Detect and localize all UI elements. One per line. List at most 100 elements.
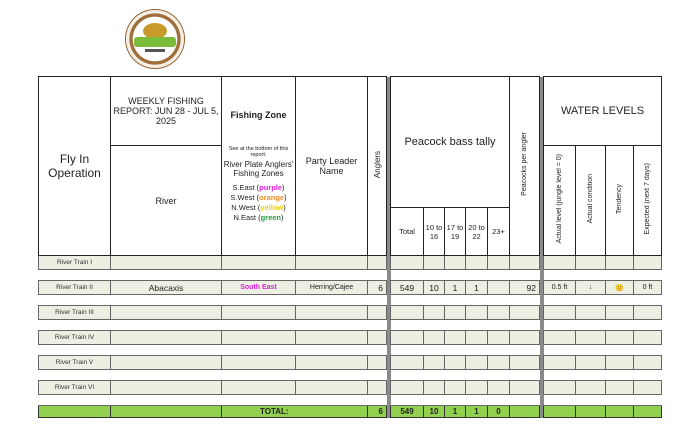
cell-zone: South East	[221, 280, 296, 295]
spacer	[38, 394, 387, 406]
zone-name: S.East	[232, 182, 255, 192]
cell-leader	[295, 380, 368, 395]
zone-color-name: purple	[259, 182, 283, 192]
column-separator	[539, 394, 544, 406]
cell-leader	[295, 355, 368, 370]
cell-zone	[221, 255, 296, 270]
zone-name: S.West	[230, 192, 255, 202]
cell-anglers	[367, 330, 387, 345]
report-title: WEEKLY FISHING REPORT: JUN 28 - JUL 5, 2…	[110, 76, 222, 146]
cell-c4	[487, 355, 510, 370]
column-separator	[539, 294, 544, 306]
total-empty	[543, 405, 576, 418]
total-empty	[605, 405, 634, 418]
table-row: River Train I	[38, 255, 663, 270]
cell-c4	[487, 330, 510, 345]
cell-level	[543, 355, 576, 370]
fishing-zone-title: Fishing Zone	[230, 109, 287, 120]
table-row: River Train IV	[38, 330, 663, 345]
cell-cond	[575, 255, 606, 270]
table-row: River Train V	[38, 355, 663, 370]
cell-level	[543, 255, 576, 270]
total-total: 549	[390, 405, 424, 418]
zone-note: See at the bottom of this report:	[228, 145, 289, 158]
cell-c1: 10	[423, 280, 445, 295]
cell-c1	[423, 255, 445, 270]
column-separator	[386, 294, 391, 306]
cell-op: River Train III	[38, 305, 111, 320]
zone-color-name: orange	[259, 192, 285, 202]
cell-exp	[632, 355, 663, 370]
column-separator	[539, 269, 544, 281]
cell-exp: 0 ft	[632, 280, 663, 295]
column-separator	[386, 319, 391, 331]
cell-zone	[221, 380, 296, 395]
total-10-16: 10	[423, 405, 445, 418]
cell-zone	[221, 355, 296, 370]
zone-color-name: yellow	[260, 202, 284, 212]
total-empty	[110, 405, 222, 418]
cell-zone	[221, 330, 296, 345]
cell-leader	[295, 255, 368, 270]
spacer	[543, 319, 662, 331]
cell-tend: 🙂	[605, 280, 634, 295]
spacer	[38, 369, 387, 381]
table-row: River Train II Abacaxis South East Herring/…	[38, 280, 663, 295]
peacock-tally-header: Peacock bass tally	[390, 76, 510, 208]
total-empty	[632, 405, 663, 418]
total-label: TOTAL:	[221, 405, 368, 418]
water-col-condition: Actual condition	[575, 145, 606, 256]
cell-op: River Train VI	[38, 380, 111, 395]
tally-col-23-plus: 23+	[487, 207, 510, 256]
tally-col-20-22: 20 to 22	[465, 207, 488, 256]
spacer	[543, 369, 662, 381]
cell-c4	[487, 305, 510, 320]
spacer-row	[38, 319, 662, 331]
total-17-19: 1	[444, 405, 466, 418]
cell-cond	[575, 355, 606, 370]
cell-zone	[221, 305, 296, 320]
cell-tend	[605, 380, 634, 395]
cell-cond	[575, 330, 606, 345]
column-separator	[539, 319, 544, 331]
spacer	[38, 344, 387, 356]
cell-c3	[465, 355, 488, 370]
spacer	[543, 394, 662, 406]
zone-legend: S.East (purple) S.West (orange) N.West (ye…	[223, 182, 295, 223]
cell-c3	[465, 305, 488, 320]
spacer	[390, 344, 540, 356]
water-col-expected: Expected (next 7 days)	[632, 145, 663, 256]
water-levels-header: WATER LEVELS	[542, 76, 663, 146]
spacer-row	[38, 269, 662, 281]
cell-river	[110, 380, 222, 395]
tally-col-10-16: 10 to 16	[423, 207, 445, 256]
cell-c2	[444, 355, 466, 370]
cell-total: 549	[390, 280, 424, 295]
spacer	[543, 294, 662, 306]
cell-leader	[295, 305, 368, 320]
fishing-zone-header: Fishing Zone See at the bottom of this r…	[221, 76, 296, 256]
total-20-22: 1	[465, 405, 488, 418]
spacer	[543, 269, 662, 281]
spacer	[38, 294, 387, 306]
cell-leader	[295, 330, 368, 345]
cell-leader: Herring/Cajee	[295, 280, 368, 295]
tally-col-total: Total	[390, 207, 424, 256]
total-empty	[575, 405, 606, 418]
cell-op: River Train I	[38, 255, 111, 270]
column-separator	[539, 369, 544, 381]
cell-tend	[605, 305, 634, 320]
cell-per	[509, 305, 540, 320]
fly-in-operation-header: Fly In Operation	[38, 76, 111, 256]
cell-river	[110, 330, 222, 345]
spacer	[390, 319, 540, 331]
cell-level	[543, 330, 576, 345]
cell-total	[390, 330, 424, 345]
cell-cond: ↓	[575, 280, 606, 295]
total-anglers: 6	[367, 405, 387, 418]
column-separator	[539, 344, 544, 356]
zone-legend-item: N.East (green)	[233, 212, 284, 222]
cell-c2: 1	[444, 280, 466, 295]
cell-per	[509, 380, 540, 395]
cell-c3	[465, 255, 488, 270]
